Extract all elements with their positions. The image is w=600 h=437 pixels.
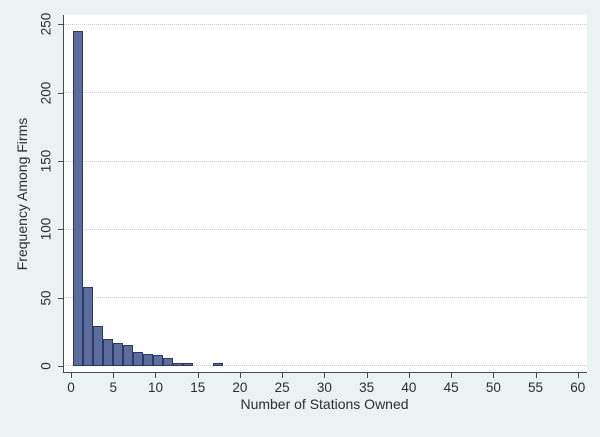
y-tick-label: 50 [38,290,54,306]
histogram-bar [113,342,124,366]
x-axis-tick [282,373,284,378]
y-axis-tick [58,365,63,367]
histogram-bar [123,345,134,366]
y-axis-title: Frequency Among Firms [14,117,30,270]
y-gridline [64,365,587,367]
y-tick-label: 0 [38,362,54,370]
x-tick-label: 10 [147,380,163,395]
x-tick-label: 20 [232,380,248,395]
x-tick-label: 25 [274,380,290,395]
x-tick-label: 0 [67,380,75,395]
y-tick-label: 150 [38,149,54,173]
y-gridline [64,23,587,25]
histogram-bar [163,357,174,366]
y-gridline [64,92,587,94]
x-axis-tick [239,373,241,378]
plot-area [63,15,587,373]
x-axis-tick [535,373,537,378]
y-gridline [64,228,587,230]
histogram-bar [83,286,94,366]
x-tick-label: 55 [528,380,544,395]
y-axis-tick [58,297,63,299]
x-axis-tick [366,373,368,378]
histogram-bar [173,363,184,366]
histogram-bar [183,363,194,366]
x-tick-label: 40 [401,380,417,395]
x-axis-tick [493,373,495,378]
histogram-bar [133,352,144,366]
y-axis-tick [58,24,63,26]
y-axis-tick [58,92,63,94]
histogram-bar [103,338,114,366]
histogram-bar [213,363,224,366]
x-tick-label: 15 [190,380,206,395]
x-tick-label: 45 [443,380,459,395]
x-tick-label: 60 [570,380,586,395]
x-axis-tick [155,373,157,378]
histogram-bar [93,326,104,366]
y-gridline [64,160,587,162]
y-tick-label: 100 [38,218,54,241]
histogram-bar [143,353,154,366]
y-tick-label: 200 [38,81,54,104]
y-axis-tick [58,229,63,231]
y-tick-label: 250 [38,13,54,36]
x-axis-title: Number of Stations Owned [240,396,409,412]
x-axis-tick [324,373,326,378]
x-tick-label: 30 [316,380,332,395]
x-tick-label: 35 [359,380,375,395]
y-axis-tick [58,161,63,163]
x-tick-label: 50 [485,380,501,395]
x-axis-tick [577,373,579,378]
x-axis-tick [197,373,199,378]
y-gridline [64,297,587,299]
x-axis-tick [71,373,72,378]
x-axis-tick [408,373,410,378]
x-axis-tick [113,373,115,378]
histogram-bar [153,355,164,366]
x-axis-tick [451,373,453,378]
x-tick-label: 5 [109,380,117,395]
histogram-bar [73,31,83,366]
